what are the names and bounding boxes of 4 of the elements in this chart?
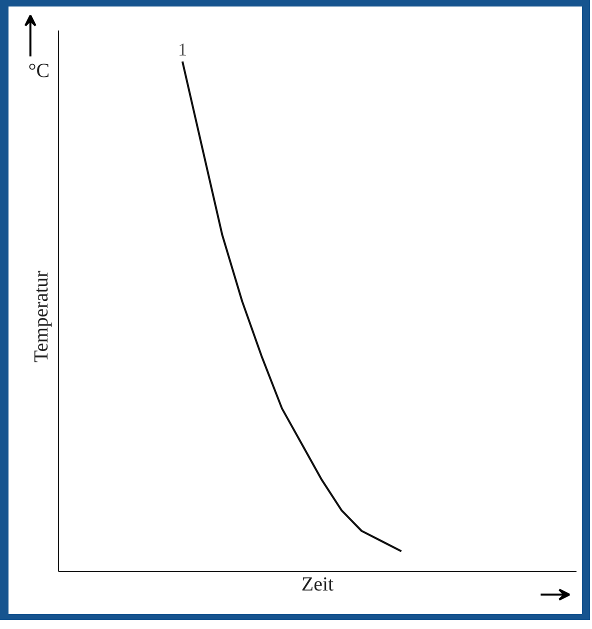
series-label: 1 — [178, 40, 187, 60]
text: °C — [28, 60, 50, 82]
x-axis-title: Zeit — [301, 574, 334, 596]
text: Temperatur — [30, 270, 52, 363]
